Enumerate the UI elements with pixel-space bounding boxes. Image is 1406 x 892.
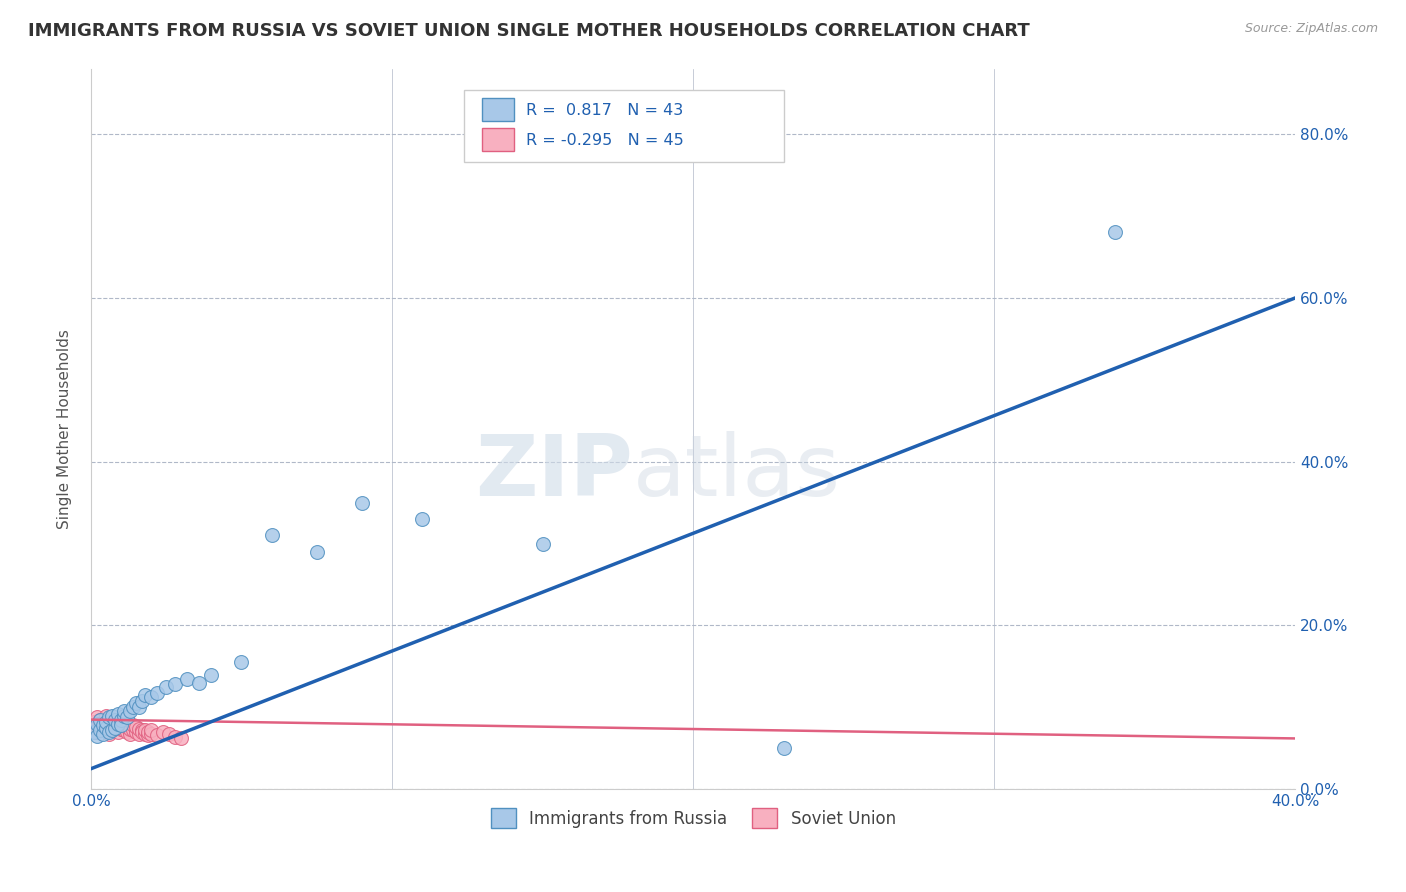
Text: atlas: atlas bbox=[633, 431, 841, 514]
Point bbox=[107, 716, 129, 731]
Point bbox=[141, 690, 163, 705]
Point bbox=[101, 716, 124, 731]
Point bbox=[86, 725, 108, 739]
Point bbox=[120, 722, 142, 736]
Point bbox=[104, 721, 127, 735]
Point bbox=[125, 720, 148, 734]
Point bbox=[200, 667, 222, 681]
Point bbox=[86, 729, 108, 743]
Point bbox=[141, 723, 163, 738]
Point bbox=[110, 722, 132, 736]
Point bbox=[98, 713, 121, 727]
Point bbox=[128, 722, 150, 736]
Point bbox=[125, 696, 148, 710]
Point bbox=[146, 685, 169, 699]
FancyBboxPatch shape bbox=[482, 98, 513, 121]
Point bbox=[131, 725, 153, 739]
Point bbox=[107, 706, 129, 721]
Text: R =  0.817   N = 43: R = 0.817 N = 43 bbox=[526, 103, 683, 118]
Point bbox=[83, 714, 105, 729]
Point bbox=[98, 726, 121, 740]
Point bbox=[152, 725, 174, 739]
Point bbox=[94, 708, 117, 723]
Point bbox=[115, 720, 138, 734]
Point bbox=[89, 723, 111, 738]
Legend: Immigrants from Russia, Soviet Union: Immigrants from Russia, Soviet Union bbox=[484, 801, 903, 835]
Point bbox=[83, 725, 105, 739]
Point bbox=[112, 718, 135, 732]
Point bbox=[131, 723, 153, 738]
Point bbox=[176, 672, 198, 686]
Point bbox=[94, 714, 117, 729]
Point bbox=[131, 694, 153, 708]
Point bbox=[89, 718, 111, 732]
Point bbox=[112, 705, 135, 719]
Point bbox=[231, 655, 253, 669]
Point bbox=[411, 512, 433, 526]
Point bbox=[772, 741, 794, 756]
Point bbox=[112, 708, 135, 723]
Point bbox=[305, 545, 328, 559]
FancyBboxPatch shape bbox=[464, 90, 783, 162]
Point bbox=[188, 675, 211, 690]
Point bbox=[134, 688, 156, 702]
Point bbox=[101, 708, 124, 723]
Point bbox=[1104, 225, 1126, 239]
Point bbox=[122, 718, 145, 732]
Point bbox=[128, 700, 150, 714]
Point bbox=[98, 725, 121, 739]
Point bbox=[94, 721, 117, 735]
Point bbox=[115, 710, 138, 724]
Point bbox=[157, 726, 180, 740]
Point bbox=[101, 723, 124, 738]
Point bbox=[165, 677, 187, 691]
Text: IMMIGRANTS FROM RUSSIA VS SOVIET UNION SINGLE MOTHER HOUSEHOLDS CORRELATION CHAR: IMMIGRANTS FROM RUSSIA VS SOVIET UNION S… bbox=[28, 22, 1029, 40]
Point bbox=[86, 716, 108, 731]
Point bbox=[112, 723, 135, 738]
Point bbox=[136, 725, 159, 739]
Text: Source: ZipAtlas.com: Source: ZipAtlas.com bbox=[1244, 22, 1378, 36]
Point bbox=[91, 726, 114, 740]
Point bbox=[120, 726, 142, 740]
Point bbox=[107, 718, 129, 732]
Point bbox=[86, 710, 108, 724]
Point bbox=[94, 721, 117, 735]
Point bbox=[89, 713, 111, 727]
Point bbox=[110, 718, 132, 732]
Y-axis label: Single Mother Households: Single Mother Households bbox=[58, 329, 72, 529]
Point bbox=[122, 723, 145, 738]
Point bbox=[136, 728, 159, 742]
Point bbox=[104, 714, 127, 729]
Point bbox=[122, 700, 145, 714]
Text: ZIP: ZIP bbox=[475, 431, 633, 514]
Point bbox=[91, 723, 114, 738]
Point bbox=[134, 723, 156, 738]
FancyBboxPatch shape bbox=[482, 128, 513, 152]
Text: R = -0.295   N = 45: R = -0.295 N = 45 bbox=[526, 133, 683, 148]
Point bbox=[120, 705, 142, 719]
Point bbox=[104, 713, 127, 727]
Point bbox=[125, 725, 148, 739]
Point bbox=[110, 716, 132, 731]
Point bbox=[155, 680, 177, 694]
Point bbox=[115, 725, 138, 739]
Point bbox=[110, 713, 132, 727]
Point bbox=[83, 721, 105, 735]
Point bbox=[165, 730, 187, 744]
Point bbox=[107, 725, 129, 739]
Point bbox=[91, 718, 114, 732]
Point bbox=[101, 723, 124, 738]
Point bbox=[128, 726, 150, 740]
Point bbox=[98, 710, 121, 724]
Point bbox=[89, 713, 111, 727]
Point bbox=[170, 731, 193, 746]
Point bbox=[141, 726, 163, 740]
Point bbox=[260, 528, 283, 542]
Point bbox=[146, 728, 169, 742]
Point bbox=[104, 720, 127, 734]
Point bbox=[531, 536, 554, 550]
Point bbox=[134, 726, 156, 740]
Point bbox=[350, 495, 373, 509]
Point bbox=[91, 716, 114, 731]
